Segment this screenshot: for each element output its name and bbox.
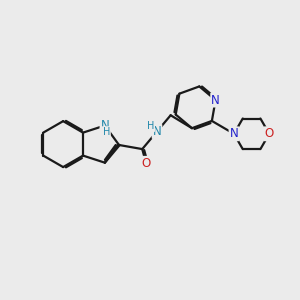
Text: O: O: [265, 127, 274, 140]
Text: N: N: [153, 125, 161, 138]
Text: H: H: [147, 121, 154, 131]
Text: N: N: [230, 127, 238, 140]
Text: H: H: [103, 127, 110, 137]
Text: N: N: [211, 94, 220, 106]
Text: O: O: [141, 157, 151, 170]
Text: N: N: [100, 119, 109, 132]
